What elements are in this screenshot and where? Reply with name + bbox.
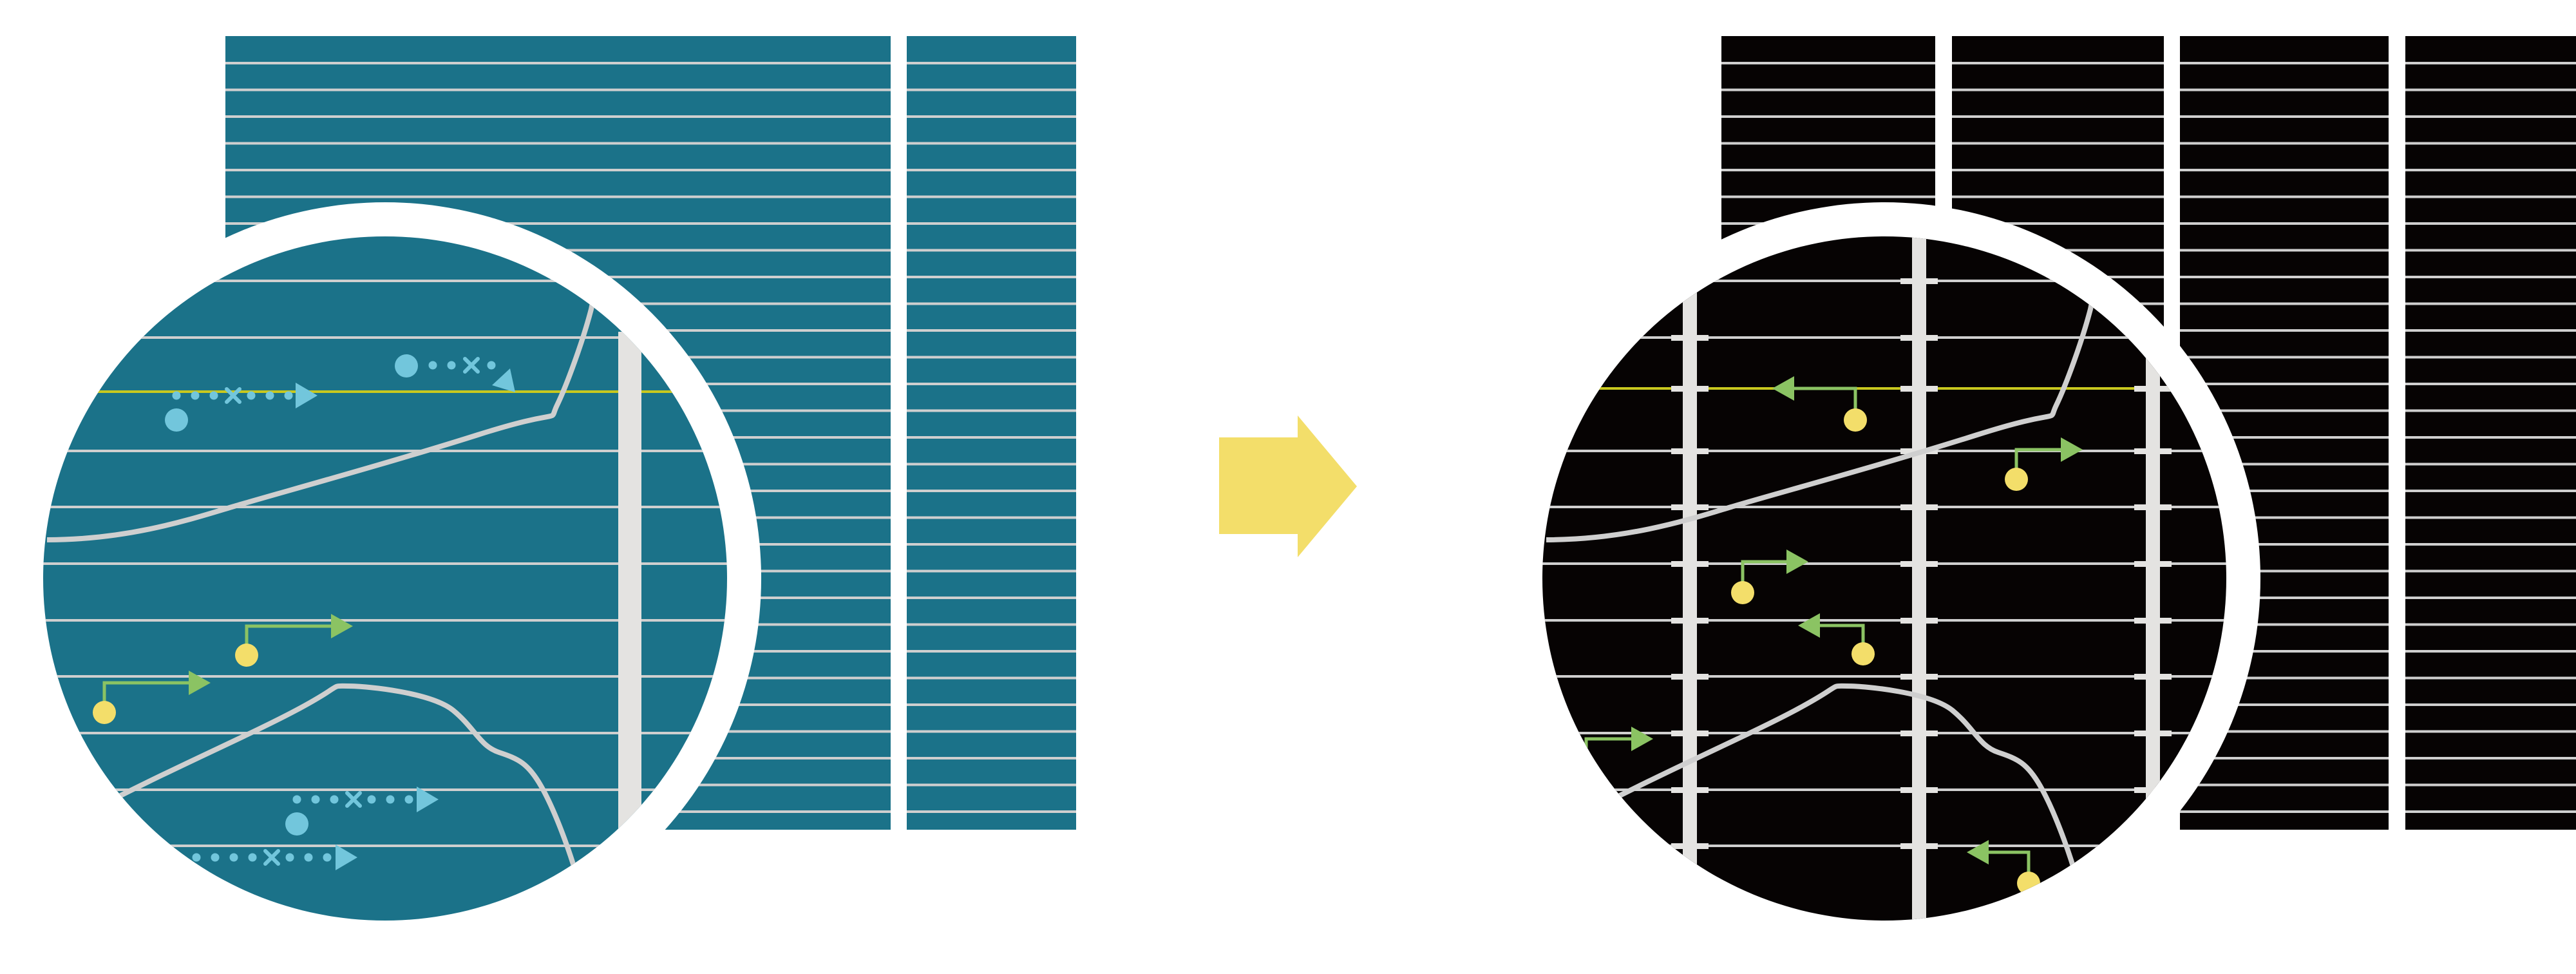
tick-mark [1671,335,1709,341]
tick-mark [2134,674,2172,680]
cyan-dot [172,391,181,400]
vertical-bar [1683,236,1697,921]
tick-mark [1900,278,1938,284]
cyan-dot [447,361,456,370]
flow-curve [46,270,601,542]
yellow-dot [93,701,116,724]
green-arrow-head [1967,840,1989,864]
tick-mark [1671,618,1709,624]
tick-mark [1900,386,1938,392]
yellow-dot [1852,642,1875,665]
tick-mark [1900,843,1938,849]
cyan-dot [192,853,201,862]
cyan-dot [229,853,238,862]
cyan-dot [211,853,220,862]
green-arrow-head [331,614,353,638]
cyan-dot [487,361,496,370]
tick-mark [2134,618,2172,624]
tick-mark [1900,504,1938,510]
tick-mark [1671,730,1709,736]
tick-mark [1671,386,1709,392]
before-magnified-view [43,236,727,921]
green-arrow-head [2061,437,2083,462]
cyan-x-mark [225,387,242,404]
tick-mark [1900,730,1938,736]
cyan-big-dot [165,408,188,432]
vertical-bar [2146,236,2160,921]
lens-background [43,236,727,921]
cyan-dot [248,853,257,862]
vertical-bar [1912,236,1926,921]
tick-mark [2134,561,2172,567]
cyan-dot [292,795,301,804]
yellow-dot [1731,581,1754,604]
cyan-x-mark [463,357,480,374]
cyan-arrow-head [492,368,515,392]
green-arrow-head [189,671,211,695]
tick-mark [1900,674,1938,680]
after-magnified-view [1542,236,2226,921]
tick-mark [1671,504,1709,510]
cyan-dot [285,853,294,862]
cyan-dot [404,795,413,804]
tick-mark [1671,448,1709,454]
cyan-arrow-head [296,383,317,408]
tick-mark [1671,787,1709,793]
tick-mark [2134,730,2172,736]
yellow-dot [2005,468,2028,491]
cyan-dot [367,795,376,804]
cyan-dot [386,795,395,804]
cyan-dot [323,853,332,862]
lens-background [1542,236,2226,921]
tick-mark [2134,504,2172,510]
green-arrow-head [1631,727,1653,751]
yellow-dot [235,644,258,667]
tick-mark [1671,561,1709,567]
cyan-big-dot [395,354,418,377]
panel-column [2405,36,2576,830]
cyan-dot [330,795,339,804]
tick-mark [2134,787,2172,793]
tick-mark [1900,335,1938,341]
cyan-arrow-head [336,845,357,870]
tick-mark [1900,787,1938,793]
green-arrow-head [1772,376,1794,401]
flow-curve [76,683,589,915]
cyan-big-dot [285,812,308,836]
green-arrow-head [1798,613,1820,638]
cyan-dot [209,391,218,400]
cyan-dot [247,391,256,400]
tick-mark [1671,674,1709,680]
cyan-dot [428,361,437,370]
green-arrow-head [1786,549,1808,574]
cyan-x-mark [263,849,280,866]
cyan-dot [284,391,293,400]
tick-mark [2134,386,2172,392]
vertical-bar [618,332,641,921]
flow-curve [1546,270,2101,542]
tick-mark [1671,843,1709,849]
tick-mark [1900,561,1938,567]
flow-curve [1575,683,2088,915]
panel-column [907,36,1076,830]
cyan-arrow-head [417,787,439,812]
cyan-dot [304,853,313,862]
tick-mark [2134,448,2172,454]
yellow-dot [1844,408,1867,432]
cyan-x-mark [345,791,362,808]
tick-mark [1900,618,1938,624]
cyan-dot [311,795,320,804]
cyan-dot [265,391,274,400]
right-arrow-icon [1219,415,1357,557]
cyan-dot [191,391,200,400]
